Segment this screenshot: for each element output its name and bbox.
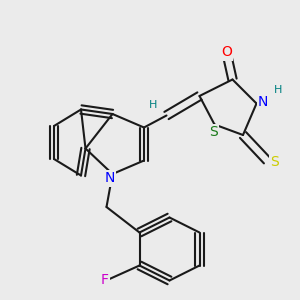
- Text: N: N: [104, 172, 115, 185]
- Text: H: H: [274, 85, 282, 95]
- Text: F: F: [101, 274, 109, 287]
- Text: S: S: [208, 125, 217, 139]
- Text: O: O: [221, 46, 232, 59]
- Text: N: N: [258, 95, 268, 109]
- Text: H: H: [149, 100, 157, 110]
- Text: S: S: [270, 155, 279, 169]
